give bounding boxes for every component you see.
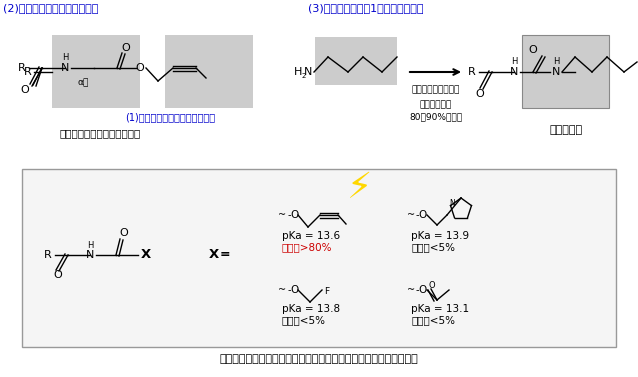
Text: 2: 2 (301, 73, 306, 79)
Text: ~: ~ (278, 285, 286, 295)
Text: (2)アミノカルボニル基が必要: (2)アミノカルボニル基が必要 (3, 3, 98, 13)
Text: X: X (209, 248, 219, 262)
Text: H: H (87, 241, 93, 250)
Bar (22, 169, 616, 347)
Text: -O: -O (416, 210, 428, 220)
Text: 収率：<5%: 収率：<5% (411, 315, 455, 325)
Text: N: N (61, 63, 69, 73)
Text: 有機溶媒または水中: 有機溶媒または水中 (412, 85, 460, 94)
Text: F: F (324, 288, 329, 296)
Text: O: O (122, 43, 130, 53)
Text: H: H (511, 58, 517, 66)
Text: O: O (20, 85, 29, 95)
Text: N: N (552, 67, 560, 77)
Bar (315, 37, 397, 85)
Text: (3)直鎖で疏水性の1級アミンが必要: (3)直鎖で疏水性の1級アミンが必要 (308, 3, 424, 13)
Text: (1)プロパルギルオキシ基が必要: (1)プロパルギルオキシ基が必要 (125, 112, 215, 122)
Text: 収率：>80%: 収率：>80% (282, 242, 332, 252)
Text: pKa = 13.1: pKa = 13.1 (411, 304, 469, 314)
Text: R: R (18, 63, 26, 73)
Text: =: = (219, 248, 230, 262)
Text: O: O (529, 45, 537, 55)
Text: ~: ~ (278, 210, 286, 220)
Text: R: R (44, 250, 52, 260)
Text: O: O (136, 63, 144, 73)
Text: -O: -O (416, 285, 428, 295)
Text: H: H (294, 67, 302, 77)
Text: O: O (475, 89, 484, 99)
Text: O: O (54, 270, 63, 280)
Text: 中性のプロパルギルエステル: 中性のプロパルギルエステル (59, 128, 140, 138)
Text: 収率：<5%: 収率：<5% (282, 315, 326, 325)
Text: 室温で混ぜる: 室温で混ぜる (420, 100, 452, 109)
Text: pKa = 13.6: pKa = 13.6 (282, 231, 340, 241)
Text: H: H (553, 58, 559, 66)
Text: アミド結合: アミド結合 (549, 125, 582, 135)
Bar (52, 35, 140, 108)
Text: O: O (120, 228, 128, 238)
Text: N: N (450, 199, 456, 208)
Text: N: N (86, 250, 94, 260)
Text: 80－90%の収率: 80－90%の収率 (410, 112, 463, 121)
Text: pKa = 13.9: pKa = 13.9 (411, 231, 469, 241)
Text: α位: α位 (77, 78, 89, 87)
Text: -O: -O (287, 210, 299, 220)
Text: pKa = 13.8: pKa = 13.8 (282, 304, 340, 314)
Bar (522, 35, 609, 108)
Text: 収率：<5%: 収率：<5% (411, 242, 455, 252)
Text: ⚡: ⚡ (347, 171, 373, 205)
Text: R: R (24, 67, 32, 77)
Text: O: O (429, 280, 435, 290)
Text: ~: ~ (407, 285, 415, 295)
Text: H: H (62, 54, 68, 63)
Text: R: R (468, 67, 476, 77)
Bar (165, 35, 253, 108)
Text: ~: ~ (407, 210, 415, 220)
Text: 中性のエステルではプロパルギルエステルだけが効率よく反応する: 中性のエステルではプロパルギルエステルだけが効率よく反応する (219, 354, 419, 364)
Text: X: X (141, 248, 151, 262)
Text: N: N (510, 67, 518, 77)
Text: -O: -O (287, 285, 299, 295)
Text: N: N (304, 67, 312, 77)
